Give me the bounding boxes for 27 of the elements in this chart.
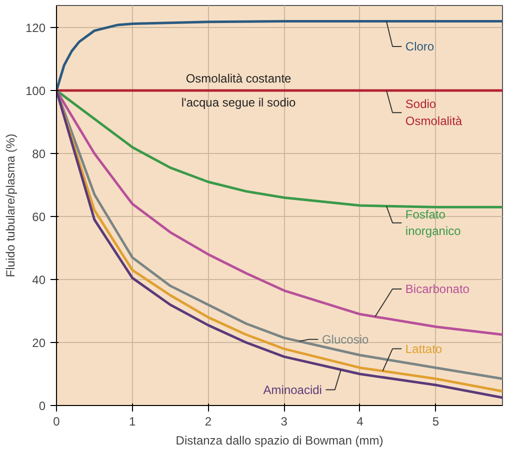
series-label: Cloro: [405, 39, 434, 54]
x-tick-label: 3: [280, 414, 288, 428]
x-tick-label: 1: [129, 414, 136, 428]
annotation: Osmolalità costante: [186, 72, 292, 86]
y-tick-label: 0: [38, 399, 46, 413]
y-axis-title: Fluido tubulare/plasma (%): [3, 134, 18, 278]
series-label: Aminoacidi: [263, 382, 322, 397]
x-tick-label: 2: [204, 414, 212, 428]
y-tick-label: 80: [32, 147, 46, 162]
y-tick-label: 120: [25, 21, 46, 36]
line-series: [56, 89, 502, 208]
line-series: [56, 20, 502, 92]
y-tick-label: 20: [32, 336, 46, 350]
y-tick-label: 100: [25, 84, 46, 98]
y-tick-label: 60: [32, 210, 46, 224]
x-tick-label: 4: [356, 414, 364, 428]
x-tick-label: 5: [432, 414, 440, 428]
y-tick-label: 40: [32, 273, 46, 288]
x-axis-title: Distanza dallo spazio di Bowman (mm): [176, 434, 384, 448]
text: Bicarbonato: [405, 282, 470, 296]
series-label: Lattato: [405, 342, 442, 356]
series-label: Sodio Osmolalità: [405, 97, 462, 128]
annotation: l'acqua segue il sodio: [181, 96, 296, 110]
series-label: Fosfato inorganico: [405, 207, 462, 238]
line-series: [56, 89, 502, 336]
x-tick-label: 0: [53, 414, 60, 428]
series-label: Glucosio: [322, 332, 369, 346]
